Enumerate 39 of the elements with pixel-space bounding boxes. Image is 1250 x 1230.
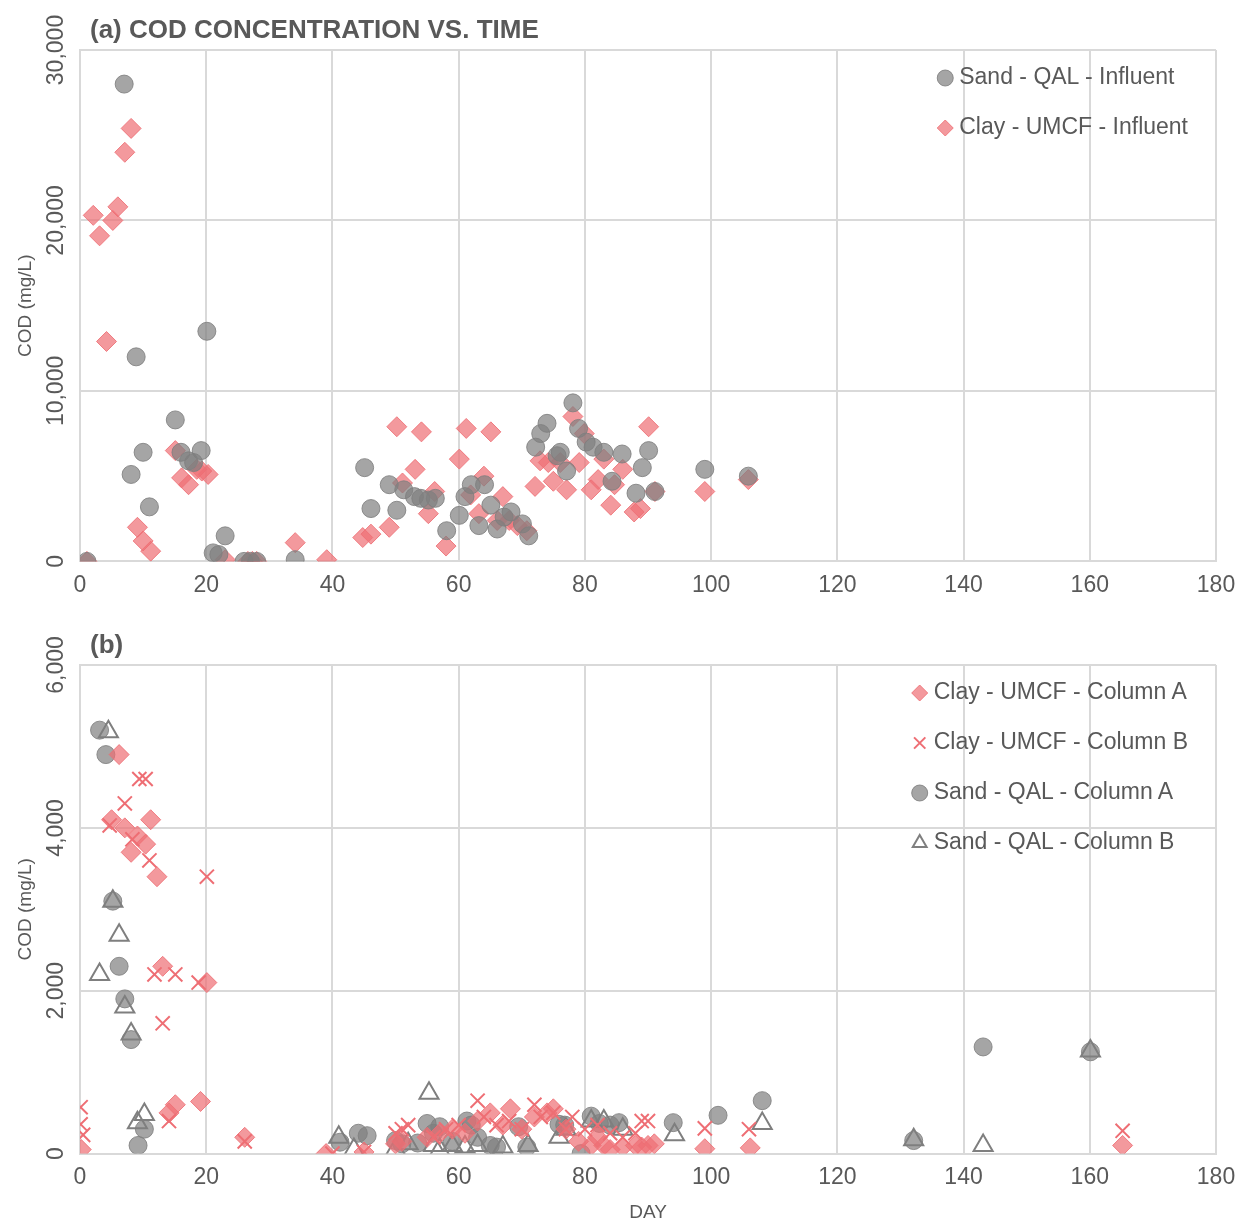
- y-tick-label: 10,000: [41, 355, 68, 427]
- x-tick-label: 120: [818, 570, 857, 597]
- x-tick-label: 160: [1070, 570, 1109, 597]
- x-tick-label: 100: [691, 570, 731, 597]
- x-tick-label: 20: [193, 570, 220, 597]
- legend-label: Clay - UMCF - Column B: [933, 728, 1189, 755]
- chart-title: (a) COD CONCENTRATION VS. TIME: [90, 14, 539, 45]
- legend-label: Clay - UMCF - Influent: [959, 113, 1189, 140]
- x-tick-label: 60: [445, 1162, 472, 1189]
- x-tick-label: 180: [1196, 1162, 1236, 1189]
- y-tick-label: 4,000: [41, 799, 68, 857]
- x-tick-label: 40: [319, 570, 346, 597]
- y-tick-label: 30,000: [41, 14, 68, 86]
- legend-label: Sand - QAL - Influent: [959, 63, 1176, 90]
- x-tick-label: 20: [193, 1162, 220, 1189]
- y-tick-label: 0: [41, 1147, 68, 1160]
- legend-label: Clay - UMCF - Column A: [933, 678, 1188, 705]
- x-tick-label: 100: [691, 1162, 731, 1189]
- x-tick-label: 40: [319, 1162, 346, 1189]
- x-tick-label: 0: [73, 1162, 87, 1189]
- y-tick-label: 6,000: [41, 636, 68, 694]
- y-axis-title: COD (mg/L): [13, 254, 35, 357]
- x-tick-label: 0: [73, 570, 87, 597]
- x-tick-label: 160: [1070, 1162, 1109, 1189]
- y-axis-title: COD (mg/L): [13, 858, 35, 961]
- y-tick-label: 2,000: [41, 961, 68, 1020]
- chart-title: (b): [90, 629, 124, 660]
- legend-label: Sand - QAL - Column B: [933, 828, 1175, 855]
- legend-label: Sand - QAL - Column A: [933, 778, 1174, 805]
- y-tick-label: 0: [41, 555, 68, 568]
- y-tick-label: 20,000: [41, 185, 68, 256]
- x-tick-label: 80: [572, 1162, 598, 1189]
- x-tick-label: 140: [944, 570, 983, 597]
- x-axis-title: DAY: [629, 1200, 668, 1222]
- x-tick-label: 140: [944, 1162, 983, 1189]
- x-tick-label: 80: [572, 570, 598, 597]
- x-tick-label: 60: [445, 570, 472, 597]
- x-tick-label: 120: [818, 1162, 857, 1189]
- x-tick-label: 180: [1196, 570, 1236, 597]
